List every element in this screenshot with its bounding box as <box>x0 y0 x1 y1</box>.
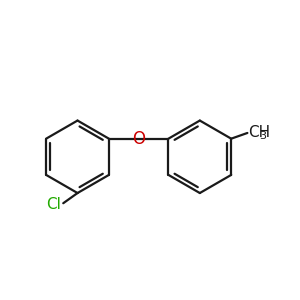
Text: 3: 3 <box>260 131 266 141</box>
Text: CH: CH <box>248 125 270 140</box>
Text: Cl: Cl <box>46 196 62 211</box>
Text: O: O <box>132 130 145 148</box>
